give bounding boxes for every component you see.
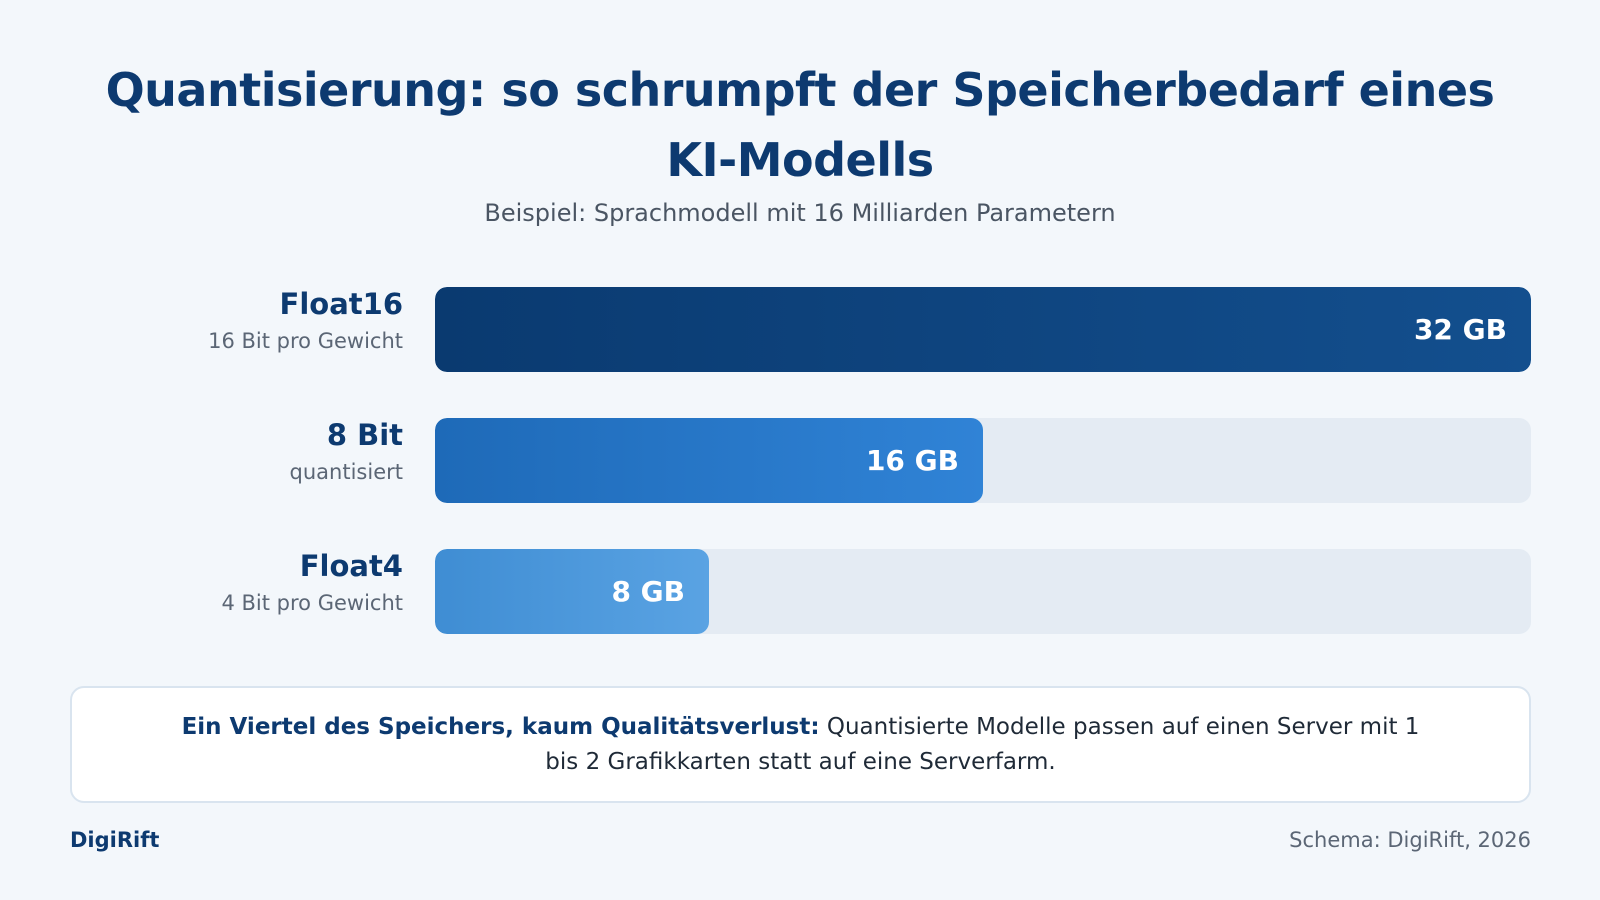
category-label: 8 Bit quantisiert <box>23 417 403 487</box>
bar-track: 8 GB <box>435 549 1531 634</box>
takeaway-highlight: Ein Viertel des Speichers, kaum Qualität… <box>181 713 820 740</box>
category-name: Float16 <box>279 287 403 321</box>
bar-float16: 32 GB <box>435 287 1531 372</box>
bar-value-label: 8 GB <box>611 575 685 608</box>
takeaway-box: Ein Viertel des Speichers, kaum Qualität… <box>70 686 1531 803</box>
bar-8-bit: 16 GB <box>435 418 983 503</box>
takeaway-text: Ein Viertel des Speichers, kaum Qualität… <box>162 710 1439 780</box>
category-sublabel: 16 Bit pro Gewicht <box>208 329 403 353</box>
brand-logo: DigiRift <box>70 828 160 852</box>
category-name: Float4 <box>299 549 403 583</box>
takeaway-body: Quantisierte Modelle passen auf einen Se… <box>545 713 1420 775</box>
category-label: Float4 4 Bit pro Gewicht <box>23 548 403 618</box>
category-name: 8 Bit <box>326 418 403 452</box>
chart-subtitle: Beispiel: Sprachmodell mit 16 Milliarden… <box>484 199 1116 227</box>
bar-track: 32 GB <box>435 287 1531 372</box>
category-sublabel: quantisiert <box>289 460 403 484</box>
bar-track: 16 GB <box>435 418 1531 503</box>
bar-float4: 8 GB <box>435 549 709 634</box>
bar-value-label: 32 GB <box>1413 313 1507 346</box>
chart-title: Quantisierung: so schrumpft der Speicher… <box>105 63 1495 187</box>
category-sublabel: 4 Bit pro Gewicht <box>221 591 403 615</box>
source-credit: Schema: DigiRift, 2026 <box>1289 828 1531 852</box>
category-label: Float16 16 Bit pro Gewicht <box>23 286 403 356</box>
bar-value-label: 16 GB <box>865 444 959 477</box>
